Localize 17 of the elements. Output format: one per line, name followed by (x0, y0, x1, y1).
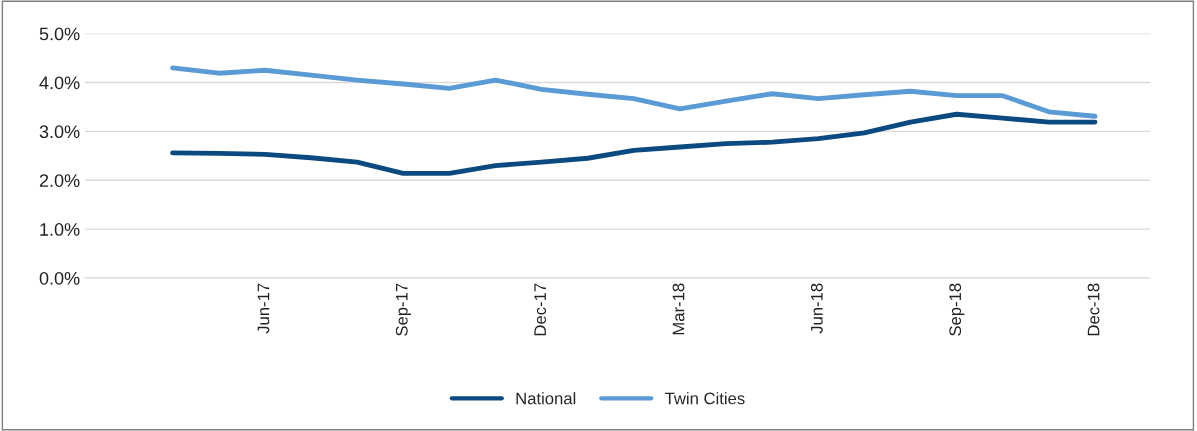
y-tick-label: 4.0% (39, 76, 80, 90)
x-tick-label: Sep-17 (395, 283, 411, 336)
x-tick-label: Jun-18 (810, 283, 823, 334)
y-tick-label: 3.0% (39, 125, 80, 139)
y-tick-label: 0.0% (39, 271, 80, 285)
y-tick-label: 5.0% (39, 27, 80, 41)
x-tick-label: Mar-18 (672, 283, 685, 335)
x-tick-label: Dec-18 (1087, 283, 1100, 336)
x-tick-label: Jun-17 (257, 283, 270, 334)
line-series (170, 65, 1098, 119)
x-tick-label: Dec-17 (534, 283, 547, 336)
y-tick-label: 2.0% (39, 174, 80, 187)
legend-label: National (516, 392, 576, 405)
legend-label: Twin Cities (664, 392, 745, 405)
line-series (170, 111, 1098, 176)
x-tick-label: Sep-18 (949, 283, 965, 336)
y-tick-label: 1.0% (40, 223, 80, 236)
